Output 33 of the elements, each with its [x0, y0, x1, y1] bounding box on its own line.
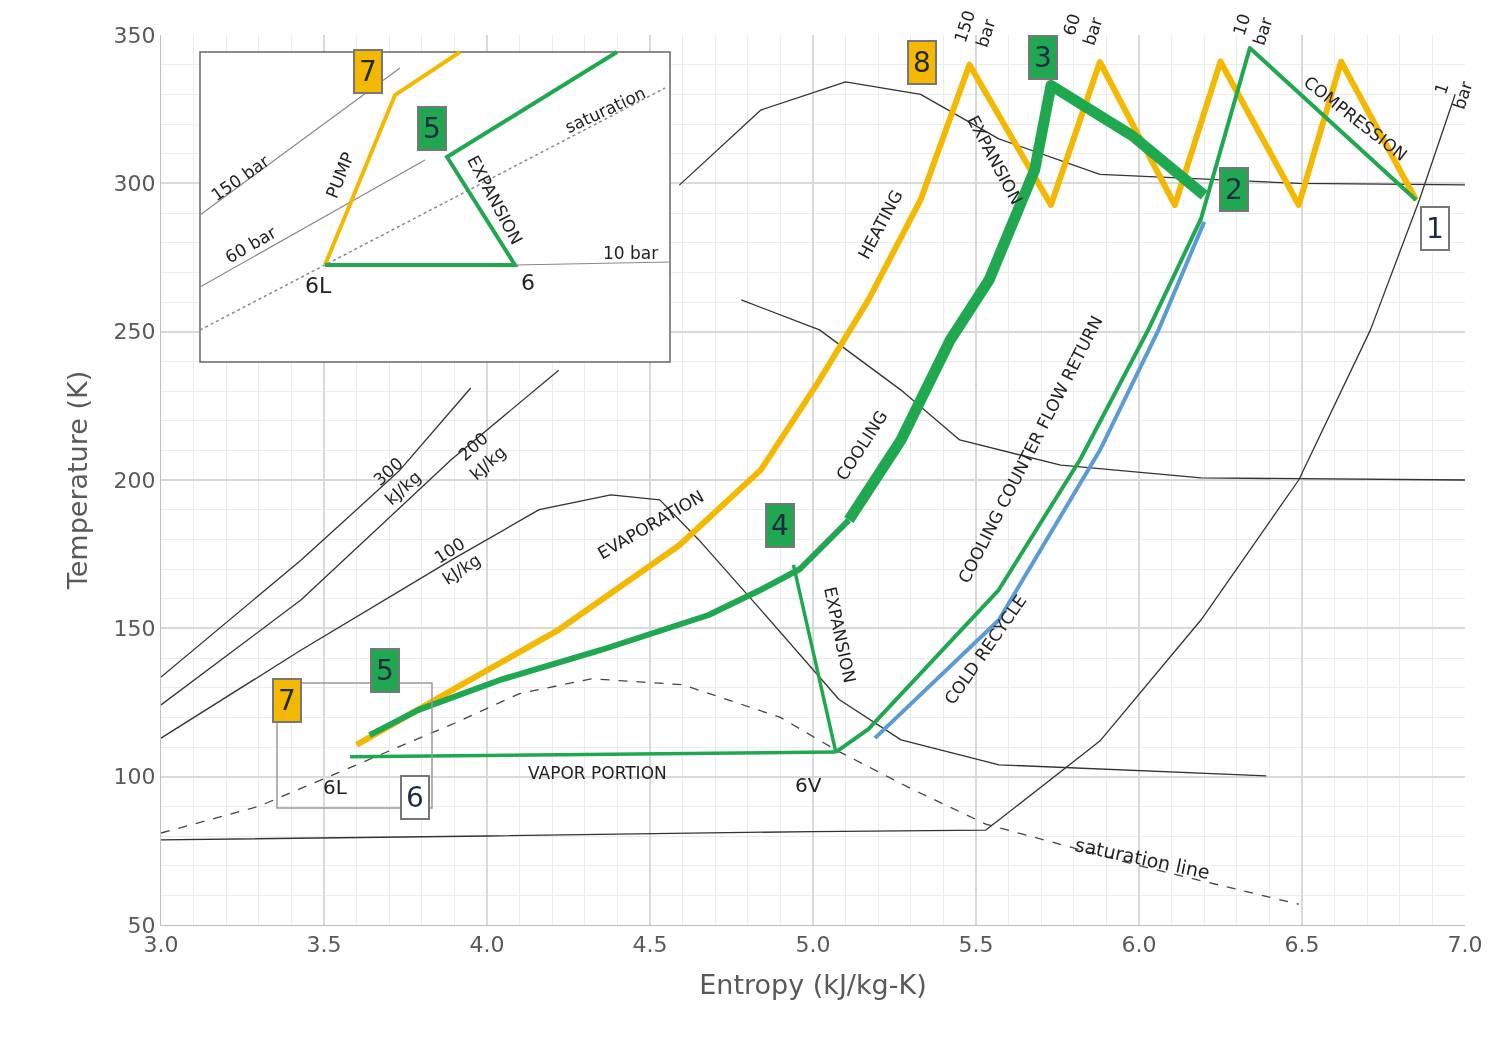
x-axis-title: Entropy (kJ/kg-K): [699, 968, 927, 1000]
y-tick-label: 200: [113, 467, 156, 493]
y-tick-label: 100: [113, 764, 156, 790]
x-tick-label: 4.5: [632, 932, 668, 958]
y-axis-title: Temperature (K): [61, 370, 93, 591]
annotation: 4: [771, 509, 789, 542]
annotation: 1: [1426, 212, 1444, 245]
x-tick-label: 6.5: [1284, 932, 1320, 958]
annotation: 7: [278, 684, 296, 717]
annotation: saturation line: [1073, 833, 1212, 884]
annotation: 10 bar: [1228, 11, 1277, 48]
annotation: 6: [406, 781, 424, 814]
x-tick-label: 3.5: [306, 932, 342, 958]
y-tick-label: 150: [113, 616, 156, 642]
y-tick-label: 300: [113, 171, 156, 197]
x-tick-label: 5.0: [795, 932, 831, 958]
x-tick-label: 3.0: [143, 932, 179, 958]
annotation: 6V: [795, 773, 822, 797]
annotation: 60 bar: [1058, 11, 1107, 48]
x-tick-label: 6.0: [1121, 932, 1157, 958]
annotation: 1 bar: [1430, 78, 1477, 112]
x-tick-label: 5.5: [958, 932, 994, 958]
annotation: 150 bar: [950, 7, 1000, 50]
annotation: VAPOR PORTION: [528, 763, 667, 783]
x-tick-label: 4.0: [469, 932, 505, 958]
annotation: 3: [1034, 41, 1052, 74]
annotation: 8: [913, 46, 931, 79]
y-tick-label: 250: [113, 319, 156, 345]
annotation: 6L: [323, 775, 348, 799]
x-tick-label: 7.0: [1447, 932, 1483, 958]
y-tick-label: 350: [113, 22, 156, 48]
annotation: 2: [1225, 173, 1243, 206]
annotation: 5: [376, 654, 394, 687]
